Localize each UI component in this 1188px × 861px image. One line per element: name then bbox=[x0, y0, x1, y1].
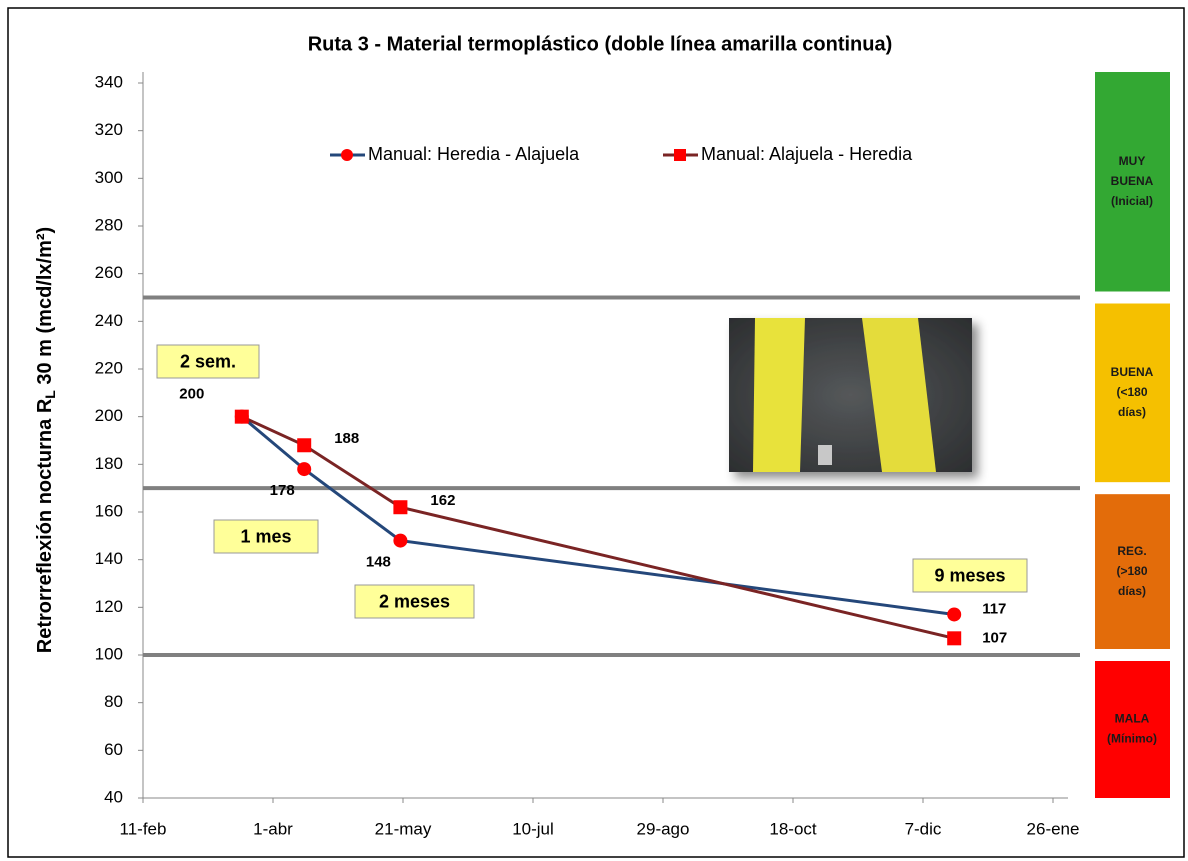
y-label-end: 30 m (mcd/lx/m²) bbox=[34, 227, 56, 390]
marker bbox=[297, 438, 312, 453]
y-tick-label: 160 bbox=[95, 501, 123, 520]
zone-label: (Mínimo) bbox=[1107, 732, 1157, 746]
zone-label: (Inicial) bbox=[1111, 194, 1153, 208]
legend-label: Manual: Heredia - Alajuela bbox=[368, 144, 580, 164]
zone-label: REG. bbox=[1117, 544, 1146, 558]
legend-label: Manual: Alajuela - Heredia bbox=[701, 144, 913, 164]
zone-label: (<180 bbox=[1116, 385, 1147, 399]
data-label: 117 bbox=[982, 600, 1006, 617]
annotation-box bbox=[213, 519, 319, 554]
y-tick-label: 80 bbox=[104, 692, 123, 711]
annotation-box bbox=[912, 558, 1028, 593]
zone-label: MALA bbox=[1115, 712, 1150, 726]
y-tick-label: 100 bbox=[95, 644, 123, 663]
x-tick-label: 10-jul bbox=[512, 819, 554, 838]
data-label: 107 bbox=[982, 629, 1007, 646]
data-label: 178 bbox=[270, 482, 295, 499]
y-label-main: Retrorreflexión nocturna R bbox=[34, 398, 56, 653]
y-tick-label: 40 bbox=[104, 787, 123, 806]
data-label: 148 bbox=[366, 554, 391, 571]
zone-label: días) bbox=[1118, 405, 1146, 419]
zone-band bbox=[1095, 72, 1170, 292]
y-tick-label: 140 bbox=[95, 549, 123, 568]
x-tick-label: 21-may bbox=[375, 819, 432, 838]
annotation: 2 meses bbox=[379, 591, 450, 611]
zone-band bbox=[1095, 661, 1170, 798]
y-tick-label: 320 bbox=[95, 120, 123, 139]
y-tick-label: 280 bbox=[95, 215, 123, 234]
data-label: 162 bbox=[430, 492, 455, 509]
y-axis-label: Retrorreflexión nocturna RL 30 m (mcd/lx… bbox=[34, 227, 57, 653]
y-tick-label: 340 bbox=[95, 72, 123, 91]
zone-label: BUENA bbox=[1111, 365, 1154, 379]
x-tick-label: 7-dic bbox=[905, 819, 942, 838]
legend-marker bbox=[341, 149, 353, 161]
marker bbox=[393, 500, 408, 515]
annotation: 2 sem. bbox=[180, 351, 236, 371]
data-label: 200 bbox=[179, 386, 204, 403]
y-tick-label: 120 bbox=[95, 597, 123, 616]
zone-label: BUENA bbox=[1111, 174, 1154, 188]
x-tick-label: 11-feb bbox=[120, 819, 167, 838]
photo bbox=[729, 318, 972, 472]
marker bbox=[234, 409, 249, 424]
y-tick-label: 180 bbox=[95, 454, 123, 473]
zone-label: (>180 bbox=[1116, 564, 1147, 578]
annotation-box bbox=[354, 584, 475, 619]
chart-border bbox=[7, 7, 1185, 858]
series-line bbox=[241, 415, 955, 640]
zone-band bbox=[1095, 303, 1170, 483]
annotation-box bbox=[156, 344, 260, 379]
zone-label: MUY bbox=[1119, 154, 1146, 168]
y-tick-label: 60 bbox=[104, 740, 123, 759]
y-tick-label: 300 bbox=[95, 168, 123, 187]
series-line bbox=[240, 415, 955, 616]
marker bbox=[297, 462, 312, 477]
legend-marker bbox=[674, 149, 686, 161]
annotation: 1 mes bbox=[240, 526, 291, 546]
x-tick-label: 26-ene bbox=[1027, 819, 1080, 838]
y-tick-label: 200 bbox=[95, 406, 123, 425]
marker bbox=[947, 631, 962, 646]
x-tick-label: 1-abr bbox=[253, 819, 293, 838]
x-tick-label: 18-oct bbox=[769, 819, 817, 838]
marker bbox=[393, 533, 408, 548]
zone-band bbox=[1095, 494, 1170, 649]
y-tick-label: 220 bbox=[95, 358, 123, 377]
chart-title: Ruta 3 - Material termoplástico (doble l… bbox=[308, 33, 893, 55]
zone-label: días) bbox=[1118, 584, 1146, 598]
y-label-sub: L bbox=[42, 390, 58, 399]
y-tick-label: 240 bbox=[95, 311, 123, 330]
y-tick-label: 260 bbox=[95, 263, 123, 282]
marker bbox=[947, 607, 962, 622]
data-label: 188 bbox=[334, 430, 359, 447]
annotation: 9 meses bbox=[934, 565, 1005, 585]
x-tick-label: 29-ago bbox=[637, 819, 690, 838]
